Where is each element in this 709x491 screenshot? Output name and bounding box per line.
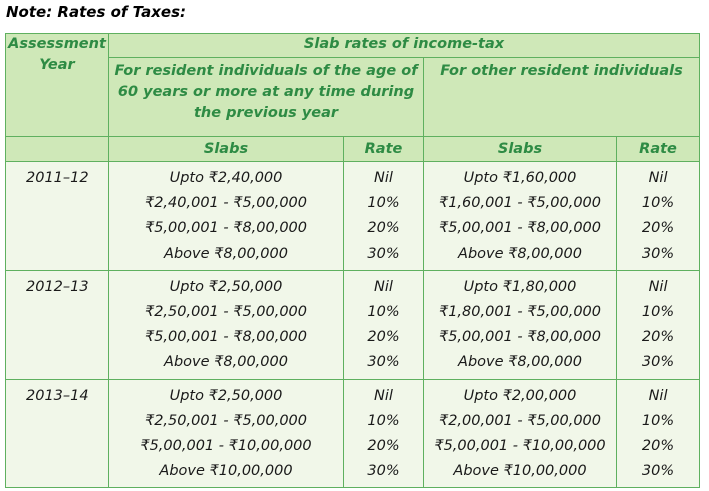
senior-group-header-line: 60 years or more at any time during	[117, 84, 415, 100]
senior-slab: Upto ₹2,50,000	[169, 278, 283, 295]
assessment-year: 2012–13	[26, 278, 89, 295]
senior-rate: 20%	[367, 329, 400, 346]
assessment-year-header-line: Year	[39, 57, 75, 73]
other-rate: 30%	[641, 245, 675, 262]
senior-rate: 30%	[367, 354, 400, 371]
senior-group-header-line: the previous year	[193, 105, 339, 121]
senior-slab: Upto ₹2,50,000	[169, 387, 283, 404]
other-slabs-cell: Upto ₹2,00,000 ₹2,00,001 - ₹5,00,000 ₹5,00…	[423, 378, 617, 489]
senior-slab: ₹5,00,001 - ₹8,00,000	[144, 329, 308, 346]
senior-rate: 10%	[367, 303, 400, 320]
senior-slab: ₹5,00,001 - ₹8,00,000	[144, 220, 308, 237]
senior-slab: Upto ₹2,40,000	[169, 170, 283, 186]
other-rates-cell: Nil 10% 20% 30%	[615, 269, 701, 380]
senior-slab: Above ₹10,00,000	[159, 463, 293, 480]
other-rates-cell: Nil 10% 20% 30%	[615, 161, 701, 271]
senior-rates-cell: Nil 10% 20% 30%	[343, 269, 424, 380]
assessment-year-cell: 2013–14	[5, 378, 109, 489]
year-subheader-empty	[5, 136, 109, 162]
senior-slab: Above ₹8,00,000	[164, 245, 288, 262]
senior-rate: 30%	[367, 245, 400, 262]
table-row: 2011–12 Upto ₹2,40,000 ₹2,40,001 - ₹5,00,0…	[5, 161, 701, 271]
assessment-year-header-line: Assessment	[8, 36, 106, 52]
other-slab: ₹5,00,001 - ₹8,00,000	[438, 329, 602, 346]
senior-slab: ₹2,40,001 - ₹5,00,000	[144, 195, 308, 212]
other-slab: Upto ₹1,80,000	[463, 278, 577, 295]
other-rate: Nil	[648, 387, 668, 404]
senior-rate: Nil	[374, 278, 393, 295]
other-slab: Above ₹8,00,000	[458, 245, 582, 262]
senior-rate: 30%	[367, 463, 400, 480]
other-rate: 20%	[641, 220, 675, 237]
assessment-year-cell: 2011–12	[5, 161, 109, 271]
other-slab: Above ₹8,00,000	[458, 354, 582, 371]
senior-group-header-line: For resident individuals of the age of	[114, 63, 418, 79]
tax-rates-table: Assessment Year Slab rates of income-tax…	[5, 33, 701, 489]
slab-rates-header: Slab rates of income-tax	[107, 33, 701, 58]
other-rate: 10%	[641, 412, 675, 429]
other-rate: 10%	[641, 195, 675, 212]
other-slab: ₹1,60,001 - ₹5,00,000	[438, 195, 602, 212]
other-rates-cell: Nil 10% 20% 30%	[615, 378, 701, 489]
senior-slabs-cell: Upto ₹2,40,000 ₹2,40,001 - ₹5,00,000 ₹5,00…	[108, 161, 344, 271]
senior-rate: Nil	[374, 387, 393, 404]
senior-slab: ₹2,50,001 - ₹5,00,000	[144, 303, 308, 320]
assessment-year-header: Assessment Year	[5, 33, 109, 137]
assessment-year: 2011–12	[26, 170, 89, 186]
other-slab: ₹5,00,001 - ₹8,00,000	[438, 220, 602, 237]
senior-rate: Nil	[374, 170, 393, 186]
other-slab: ₹5,00,001 - ₹10,00,000	[434, 437, 606, 454]
other-slab: Above ₹10,00,000	[453, 463, 587, 480]
note-title: Note: Rates of Taxes:	[6, 3, 186, 21]
other-rate: 30%	[641, 354, 675, 371]
other-group-header: For other resident individuals	[422, 57, 701, 137]
other-slab: ₹1,80,001 - ₹5,00,000	[438, 303, 602, 320]
senior-rate: 10%	[367, 412, 400, 429]
table-row: 2013–14 Upto ₹2,50,000 ₹2,50,001 - ₹5,00,0…	[5, 378, 701, 489]
other-rate: Nil	[648, 170, 668, 186]
senior-group-header: For resident individuals of the age of 6…	[108, 57, 424, 137]
assessment-year-cell: 2012–13	[5, 269, 109, 380]
senior-slab: Above ₹8,00,000	[164, 354, 288, 371]
senior-slabs-header: Slabs	[108, 136, 344, 162]
senior-slab: ₹5,00,001 - ₹10,00,000	[140, 437, 312, 454]
senior-slab: ₹2,50,001 - ₹5,00,000	[144, 412, 308, 429]
other-slabs-cell: Upto ₹1,60,000 ₹1,60,001 - ₹5,00,000 ₹5,00…	[423, 161, 617, 271]
table-row: 2012–13 Upto ₹2,50,000 ₹2,50,001 - ₹5,00,0…	[5, 269, 701, 380]
senior-rates-cell: Nil 10% 20% 30%	[343, 161, 424, 271]
assessment-year: 2013–14	[26, 387, 89, 404]
other-rate-header: Rate	[615, 136, 701, 162]
senior-rate: 10%	[367, 195, 400, 212]
tax-rates-body: 2011–12 Upto ₹2,40,000 ₹2,40,001 - ₹5,00,0…	[5, 161, 701, 489]
other-slabs-header: Slabs	[423, 136, 617, 162]
other-rate: 20%	[641, 329, 675, 346]
other-rate: Nil	[648, 278, 668, 295]
senior-slabs-cell: Upto ₹2,50,000 ₹2,50,001 - ₹5,00,000 ₹5,00…	[108, 378, 344, 489]
other-slab: Upto ₹2,00,000	[463, 387, 577, 404]
senior-rate: 20%	[367, 220, 400, 237]
senior-slabs-cell: Upto ₹2,50,000 ₹2,50,001 - ₹5,00,000 ₹5,00…	[108, 269, 344, 380]
other-slab: ₹2,00,001 - ₹5,00,000	[438, 412, 602, 429]
other-slab: Upto ₹1,60,000	[463, 170, 577, 186]
other-rate: 20%	[641, 437, 675, 454]
senior-rate-header: Rate	[343, 136, 424, 162]
other-slabs-cell: Upto ₹1,80,000 ₹1,80,001 - ₹5,00,000 ₹5,00…	[423, 269, 617, 380]
senior-rate: 20%	[367, 437, 400, 454]
other-rate: 10%	[641, 303, 675, 320]
senior-rates-cell: Nil 10% 20% 30%	[343, 378, 424, 489]
other-rate: 30%	[641, 463, 675, 480]
